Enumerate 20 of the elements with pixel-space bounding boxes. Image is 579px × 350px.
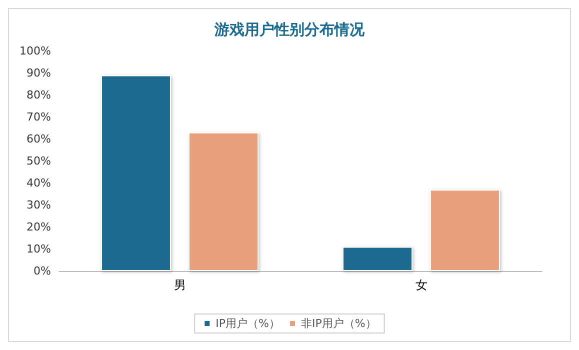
chart-title: 游戏用户性别分布情况 [214, 20, 366, 38]
y-tick-label: 20% [26, 220, 51, 234]
y-tick-label: 30% [26, 198, 51, 212]
legend-label: IP用户（%） [216, 317, 280, 330]
y-tick-label: 50% [26, 154, 51, 168]
y-tick-label: 60% [26, 132, 51, 146]
y-tick-label: 10% [26, 242, 51, 256]
y-tick-label: 40% [26, 176, 51, 190]
y-tick-label: 90% [26, 66, 51, 80]
legend-label: 非IP用户（%） [301, 317, 376, 330]
y-tick-label: 0% [34, 264, 51, 278]
x-tick-label: 男 [174, 278, 186, 292]
bar [101, 75, 171, 271]
bar [342, 246, 412, 271]
x-tick-label: 女 [415, 278, 428, 292]
y-tick-label: 100% [20, 44, 51, 58]
y-tick-label: 80% [26, 88, 51, 102]
y-tick-label: 70% [26, 110, 51, 124]
bar [430, 190, 500, 271]
bar [188, 132, 258, 271]
